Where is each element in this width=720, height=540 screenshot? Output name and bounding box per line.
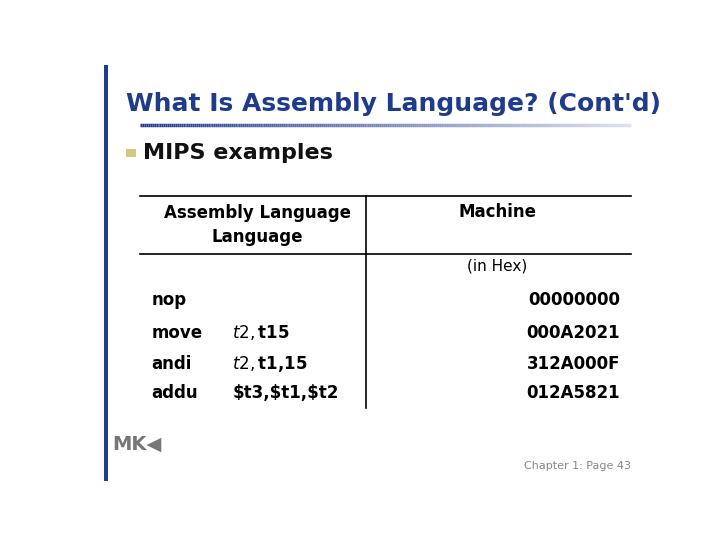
Bar (104, 65, 108, 481)
Text: 00000000: 00000000 (528, 291, 620, 309)
Text: MIPS examples: MIPS examples (143, 143, 333, 163)
Text: andi: andi (151, 355, 192, 373)
Text: Assembly Language
Language: Assembly Language Language (164, 204, 351, 246)
Bar (126, 149, 136, 157)
Text: What Is Assembly Language? (Cont'd): What Is Assembly Language? (Cont'd) (126, 92, 661, 116)
Text: Machine: Machine (459, 204, 536, 221)
Text: 012A5821: 012A5821 (526, 384, 620, 402)
Text: $t2,$t1,15: $t2,$t1,15 (233, 354, 307, 374)
Text: addu: addu (151, 384, 198, 402)
Text: Chapter 1: Page 43: Chapter 1: Page 43 (524, 462, 631, 471)
Text: MK◀: MK◀ (112, 435, 162, 454)
Text: 312A000F: 312A000F (526, 355, 620, 373)
Text: (in Hex): (in Hex) (467, 259, 528, 274)
Text: 000A2021: 000A2021 (526, 324, 620, 342)
Text: nop: nop (151, 291, 186, 309)
Text: $t2,$t15: $t2,$t15 (233, 323, 289, 342)
Text: $t3,$t1,$t2: $t3,$t1,$t2 (233, 384, 338, 402)
Text: move: move (151, 324, 202, 342)
